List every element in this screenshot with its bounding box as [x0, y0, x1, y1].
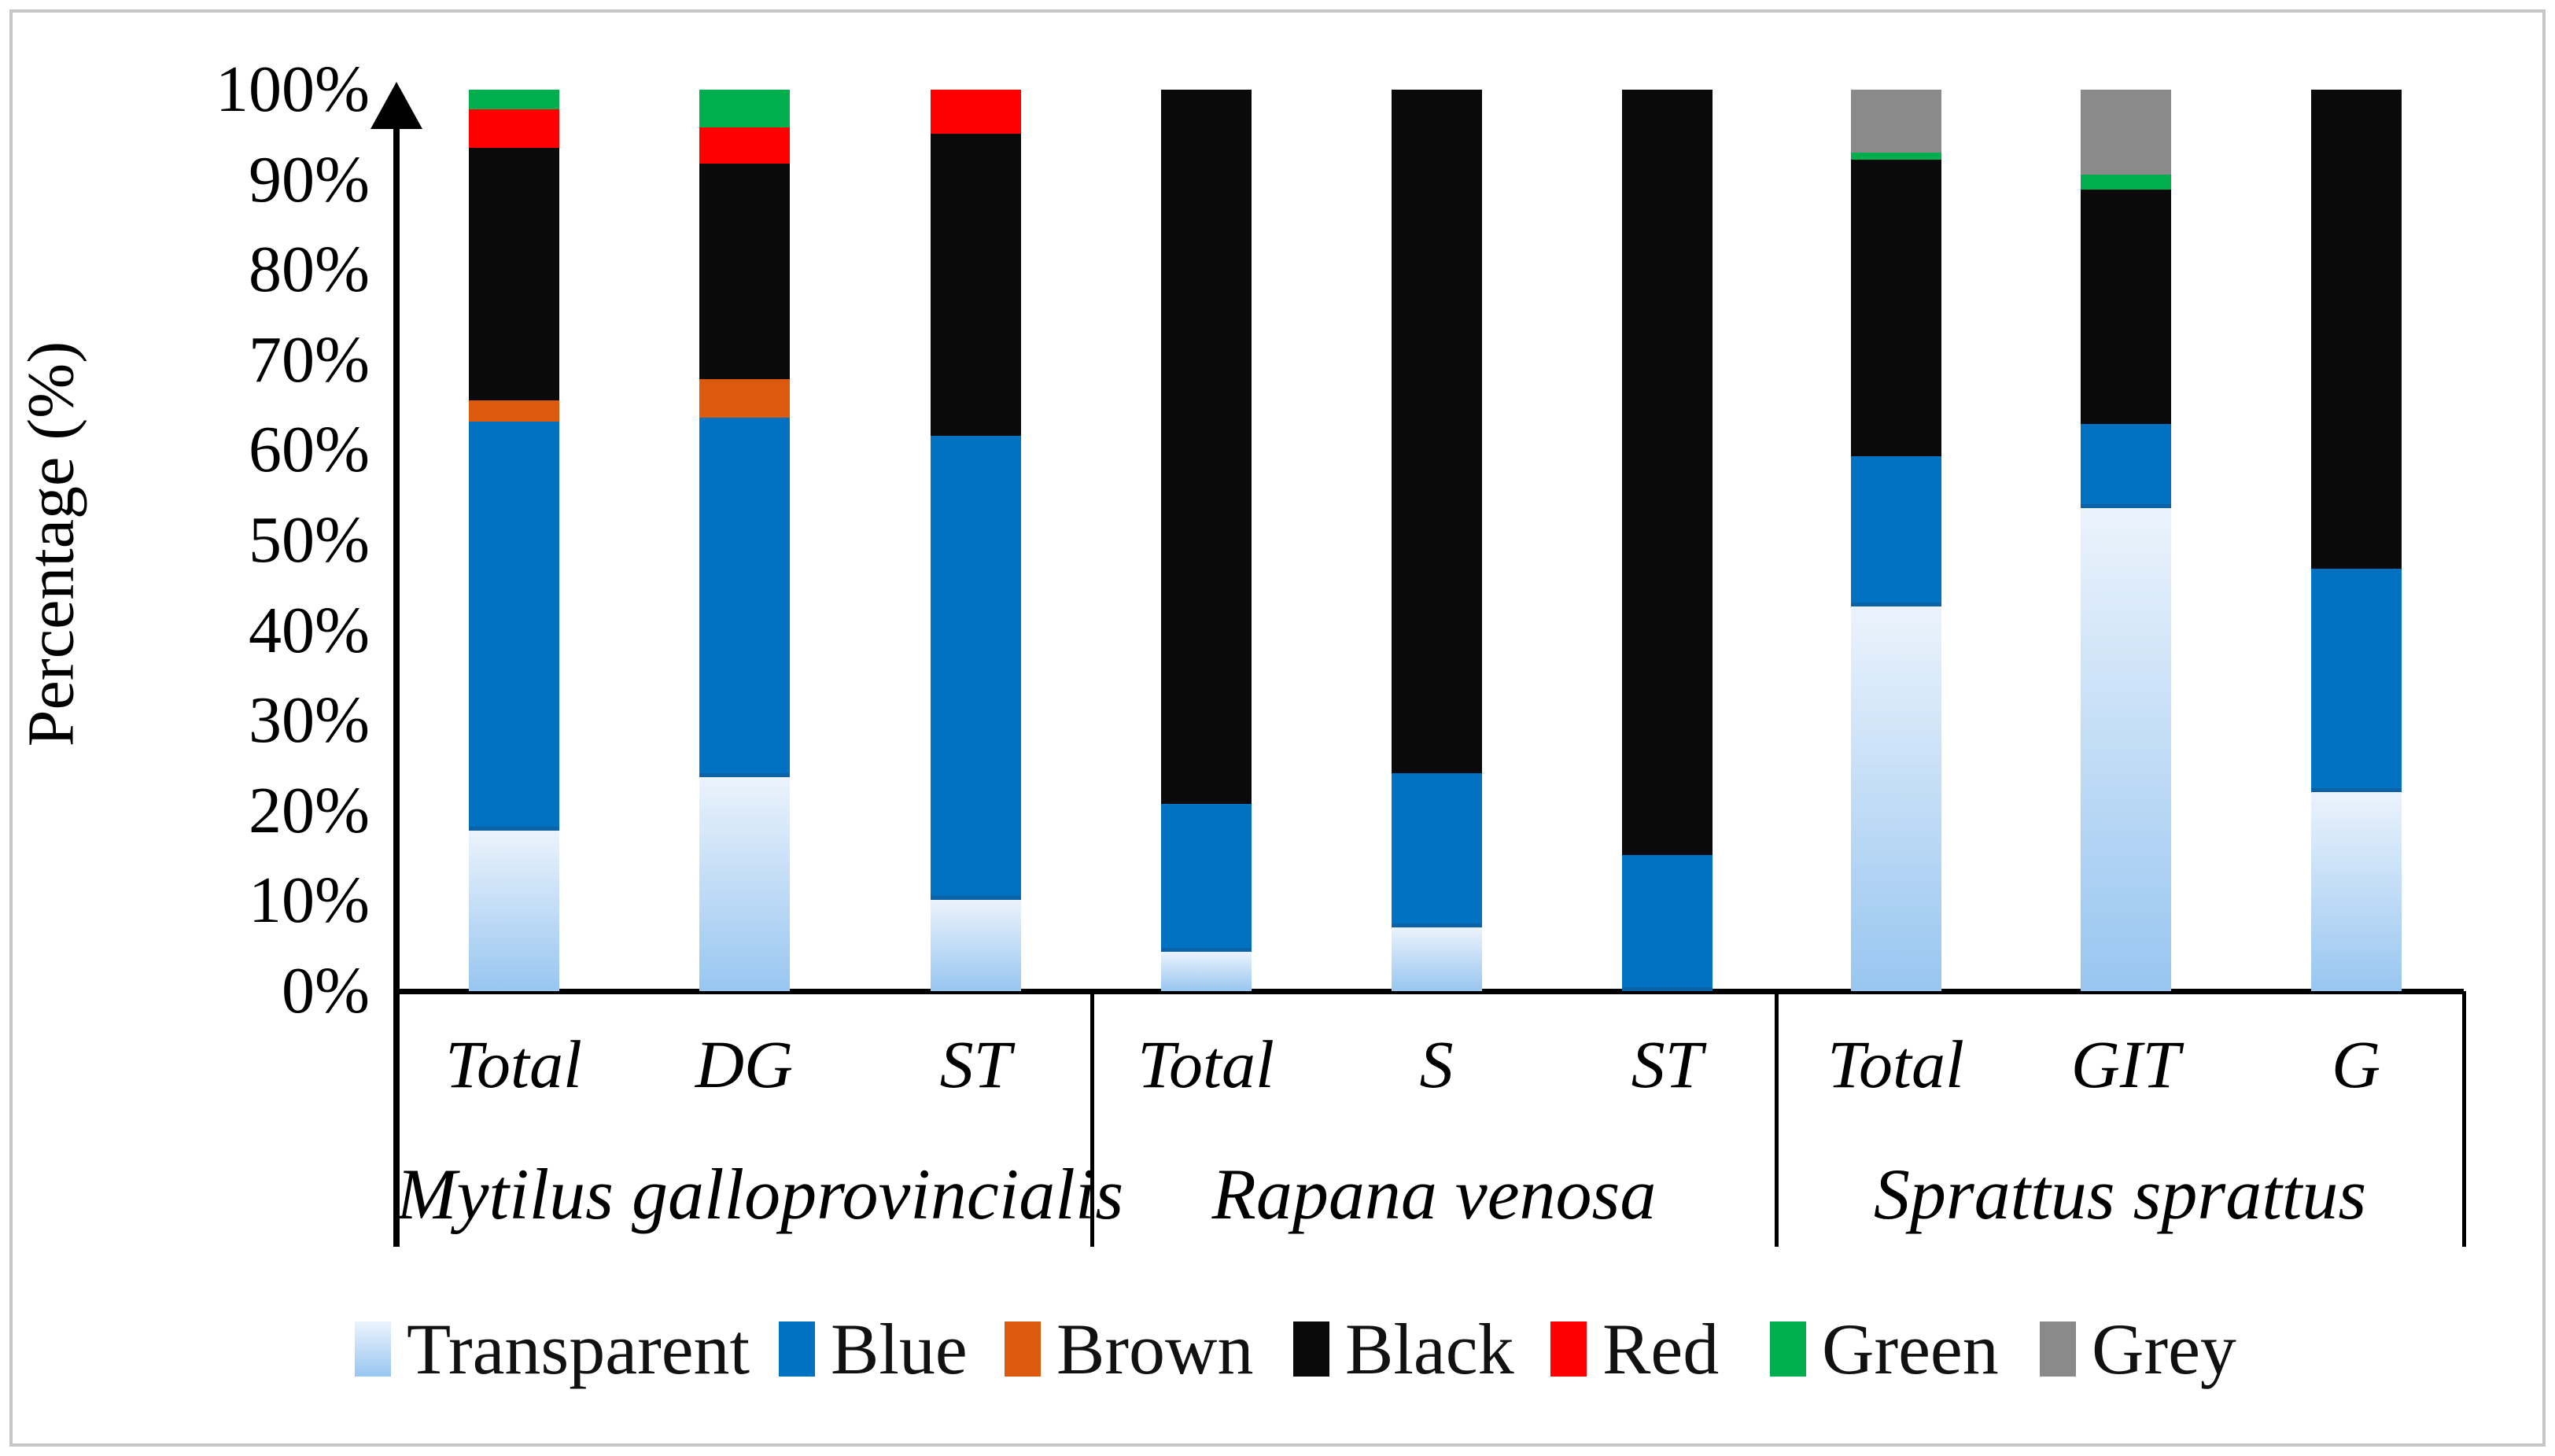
legend-label-transparent: Transparent — [407, 1309, 750, 1389]
y-tick-label-80: 80% — [249, 233, 370, 307]
bar-label-s-1: S — [1419, 1027, 1454, 1102]
bar-segment-transparent — [2080, 507, 2171, 991]
bar-segment-green — [699, 90, 790, 128]
bar-mytilus-total — [468, 90, 559, 991]
axis-table-divider-2 — [2462, 991, 2466, 1247]
legend-label-blue: Blue — [831, 1309, 968, 1389]
bar-label-total-2: Total — [1827, 1027, 1964, 1102]
group-label-mytilus: Mytilus galloprovincialis — [396, 1154, 1124, 1234]
y-axis-arrowhead-icon — [371, 82, 422, 129]
legend-item-green: Green — [1770, 1302, 1999, 1396]
legend-item-grey: Grey — [2040, 1302, 2236, 1396]
legend-swatch-green — [1770, 1321, 1806, 1377]
legend-label-grey: Grey — [2092, 1309, 2236, 1389]
bar-segment-brown — [468, 400, 559, 422]
bar-segment-black — [1850, 160, 1941, 457]
bar-segment-grey — [2080, 90, 2171, 175]
axis-table-divider-0 — [1090, 991, 1094, 1247]
bar-label-total-1: Total — [1137, 1027, 1274, 1102]
bar-segment-black — [2310, 90, 2402, 569]
bar-segment-transparent — [1391, 927, 1482, 991]
bar-rapana-total — [1160, 90, 1252, 991]
bar-segment-blue — [2080, 424, 2171, 508]
bar-label-total-0: Total — [445, 1027, 582, 1102]
legend-swatch-black — [1293, 1321, 1329, 1377]
bar-segment-blue — [1160, 803, 1252, 952]
bar-segment-green — [1850, 153, 1941, 160]
bar-segment-red — [468, 109, 559, 149]
legend-label-brown: Brown — [1056, 1309, 1254, 1389]
y-tick-label-30: 30% — [249, 684, 370, 757]
bar-mytilus-dg — [699, 90, 790, 991]
bar-segment-brown — [699, 378, 790, 418]
y-axis-line — [393, 118, 400, 1247]
y-tick-label-40: 40% — [249, 593, 370, 667]
bar-segment-black — [699, 163, 790, 379]
legend-label-green: Green — [1822, 1309, 1999, 1389]
y-tick-label-10: 10% — [249, 864, 370, 938]
bar-sprattus-total — [1850, 90, 1941, 991]
bar-segment-black — [468, 148, 559, 401]
legend-item-brown: Brown — [1005, 1302, 1253, 1396]
y-tick-label-100: 100% — [216, 53, 370, 126]
bar-label-dg-0: DG — [695, 1027, 794, 1102]
bar-segment-black — [1391, 90, 1482, 773]
y-tick-label-0: 0% — [282, 954, 370, 1027]
group-label-rapana: Rapana venosa — [1211, 1154, 1657, 1234]
bar-label-st-1: ST — [1631, 1027, 1703, 1102]
bar-segment-blue — [1621, 854, 1713, 991]
bar-segment-blue — [930, 436, 1021, 901]
legend-swatch-brown — [1005, 1321, 1041, 1377]
y-tick-label-70: 70% — [249, 323, 370, 396]
legend-swatch-blue — [779, 1321, 815, 1377]
y-tick-label-60: 60% — [249, 413, 370, 487]
bar-segment-red — [699, 127, 790, 164]
bar-sprattus-g — [2310, 90, 2402, 991]
bar-segment-blue — [699, 418, 790, 778]
bar-segment-transparent — [468, 830, 559, 991]
group-label-sprattus: Sprattus sprattus — [1873, 1154, 2367, 1234]
legend-swatch-transparent — [355, 1321, 391, 1377]
bar-segment-green — [468, 90, 559, 110]
bar-rapana-s — [1391, 90, 1482, 991]
bar-segment-black — [930, 134, 1021, 437]
bar-segment-transparent — [1850, 606, 1941, 991]
legend-item-blue: Blue — [779, 1302, 968, 1396]
legend-label-red: Red — [1602, 1309, 1720, 1389]
legend-item-black: Black — [1293, 1302, 1514, 1396]
legend-item-red: Red — [1550, 1302, 1719, 1396]
y-tick-label-90: 90% — [249, 142, 370, 216]
bar-segment-black — [1160, 90, 1252, 804]
bar-segment-transparent — [2310, 791, 2402, 991]
bar-segment-blue — [1391, 772, 1482, 927]
bar-segment-transparent — [930, 900, 1021, 991]
axis-table-divider-1 — [1775, 991, 1779, 1247]
bar-segment-red — [930, 90, 1021, 135]
bar-segment-transparent — [1160, 951, 1252, 991]
legend-swatch-grey — [2040, 1321, 2076, 1377]
y-tick-label-20: 20% — [249, 773, 370, 847]
legend-swatch-red — [1550, 1321, 1587, 1377]
bar-label-st-0: ST — [939, 1027, 1012, 1102]
bar-label-g-2: G — [2331, 1027, 2381, 1102]
bar-label-git-2: GIT — [2070, 1027, 2181, 1102]
bar-segment-blue — [468, 421, 559, 831]
legend-label-black: Black — [1345, 1309, 1514, 1389]
bar-segment-grey — [1850, 90, 1941, 153]
bar-mytilus-st — [930, 90, 1021, 991]
bar-rapana-st — [1621, 90, 1713, 991]
bar-sprattus-git — [2080, 90, 2171, 991]
bar-segment-black — [1621, 90, 1713, 855]
y-tick-label-50: 50% — [249, 503, 370, 577]
bar-segment-blue — [1850, 456, 1941, 606]
bar-segment-transparent — [699, 777, 790, 991]
bar-segment-blue — [2310, 568, 2402, 792]
legend-item-transparent: Transparent — [355, 1302, 750, 1396]
bar-segment-green — [2080, 174, 2171, 190]
x-axis-line — [396, 989, 2464, 994]
bar-segment-black — [2080, 190, 2171, 425]
